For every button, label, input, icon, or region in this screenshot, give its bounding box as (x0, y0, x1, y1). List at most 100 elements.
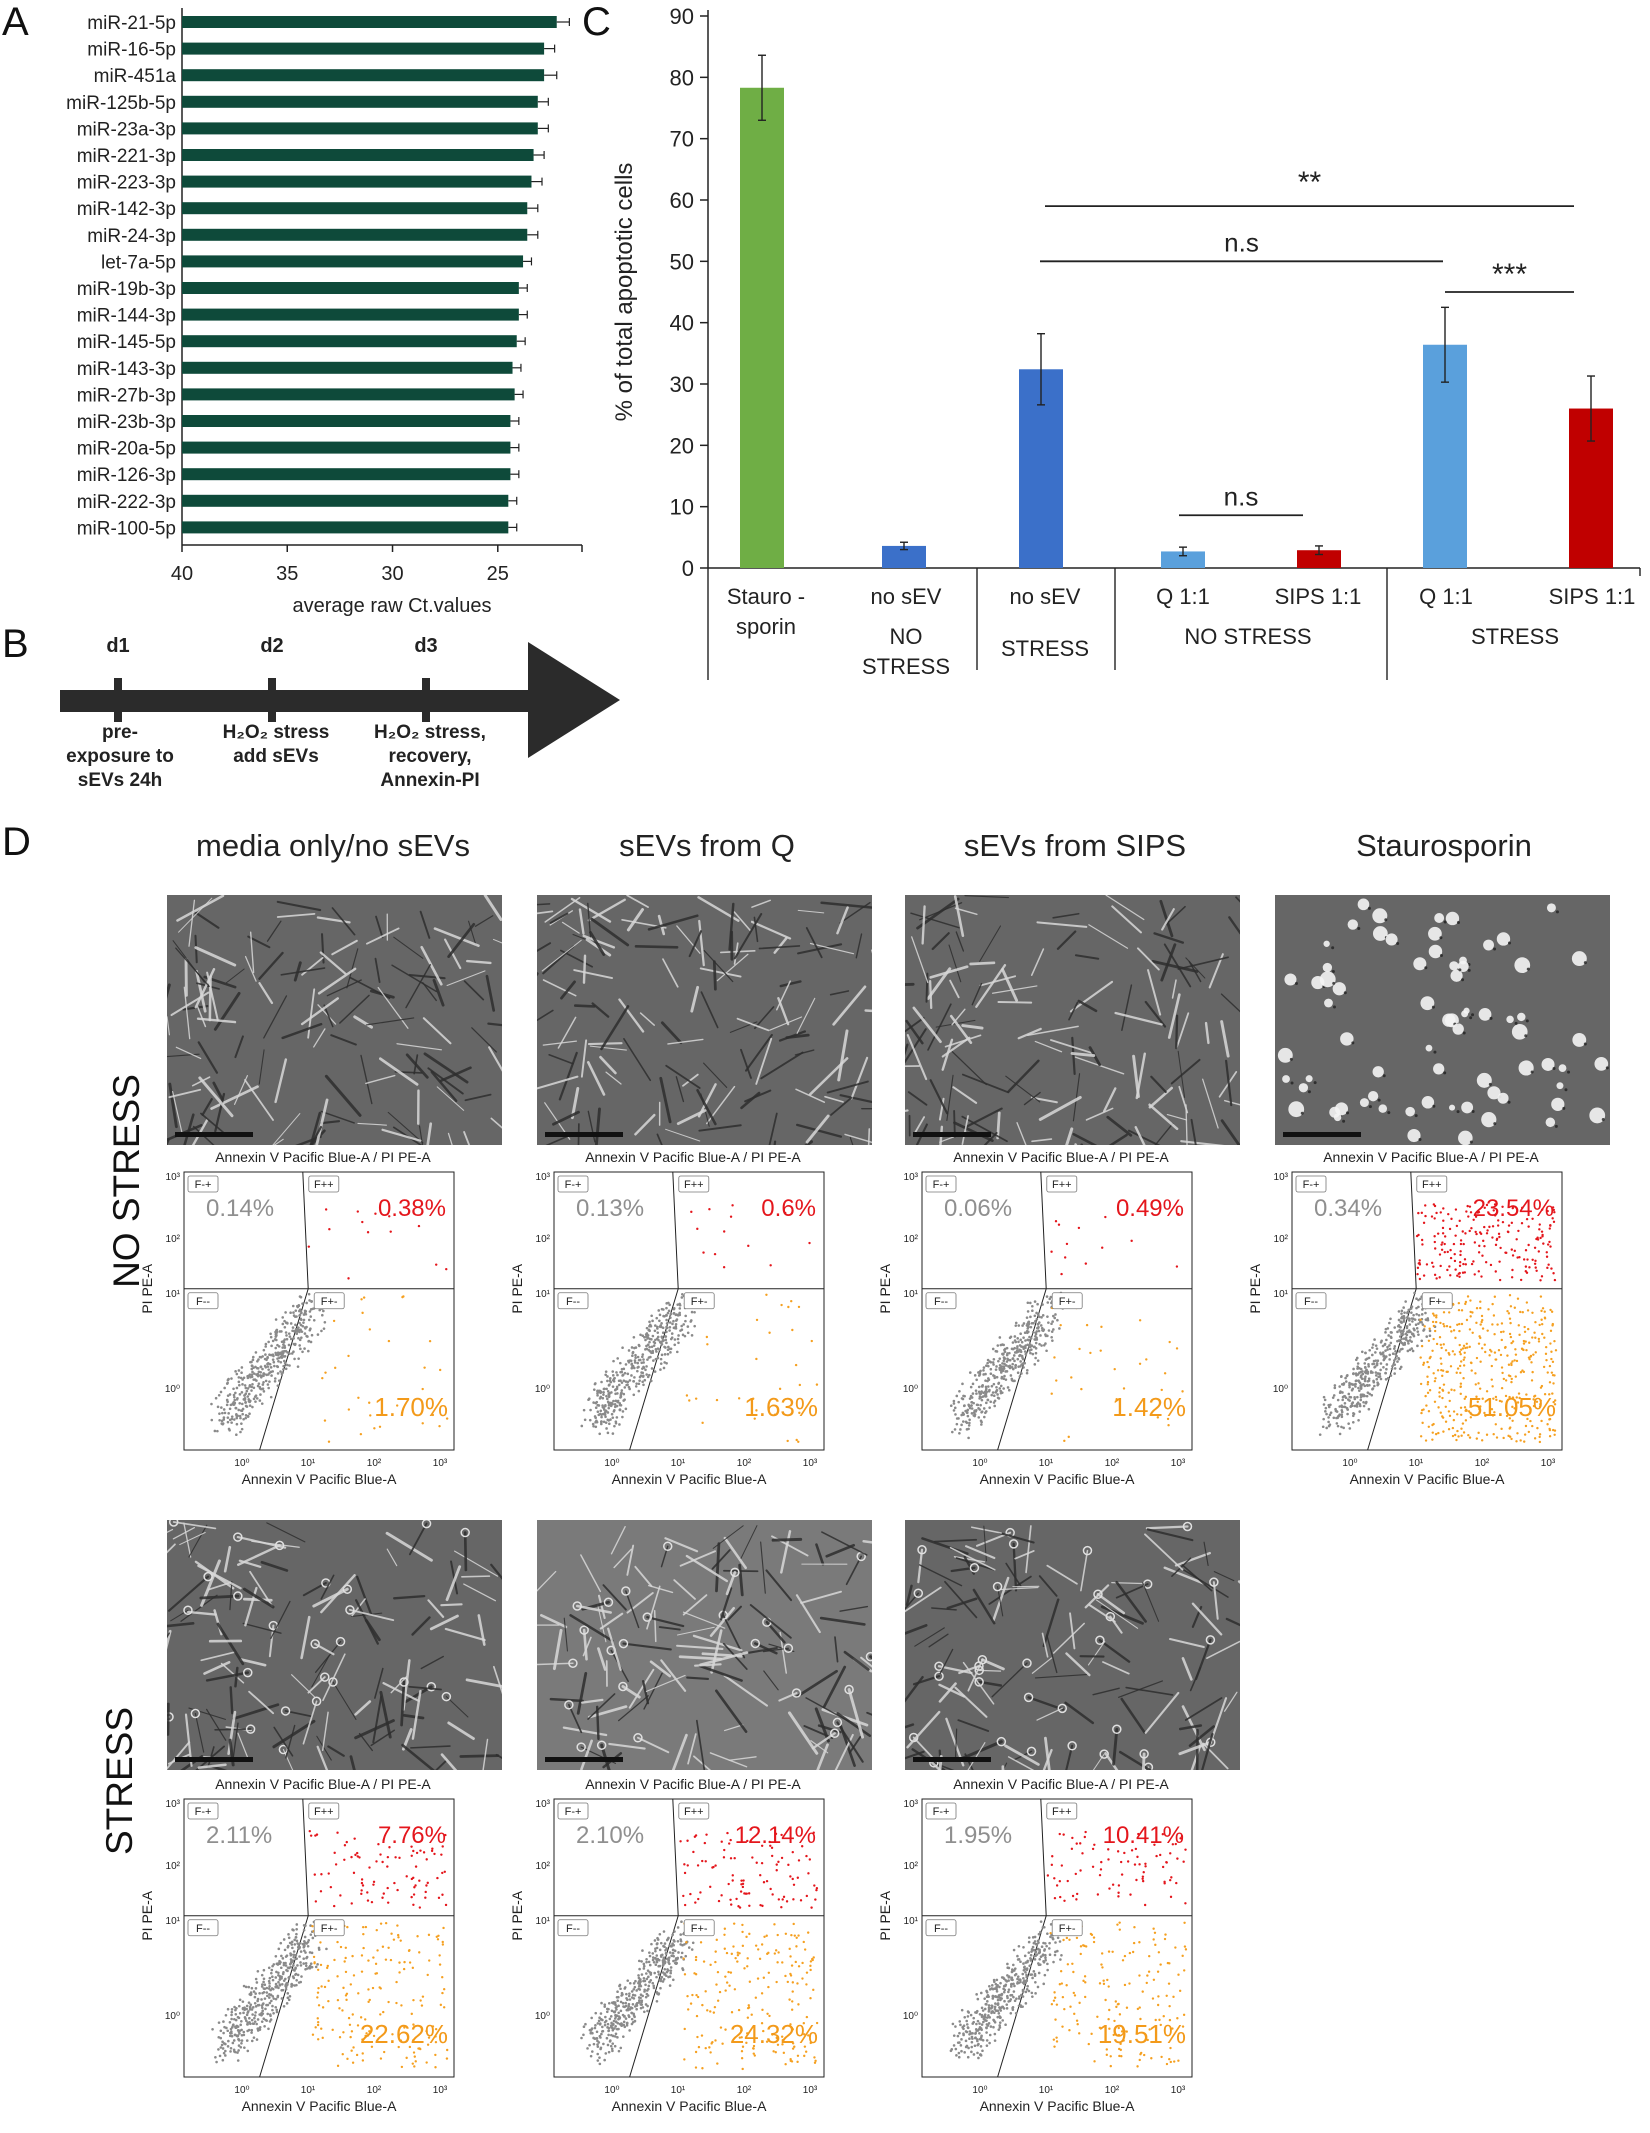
flow-point-live (655, 1954, 659, 1957)
flow-point-live (1420, 1321, 1423, 1324)
flow-point-live (589, 2054, 593, 2058)
flow-point-late-apoptotic (1481, 1254, 1484, 1257)
microscopy-cell (433, 927, 480, 947)
flow-point-live (221, 2040, 224, 2044)
flow-point-late-apoptotic (1474, 1215, 1478, 1218)
scale-bar (545, 1757, 623, 1762)
microscopy-cell (1171, 979, 1177, 999)
flow-point-live (252, 1990, 256, 1993)
flow-point-early-apoptotic (410, 2012, 413, 2016)
flow-point-live (1360, 1350, 1364, 1354)
flow-point-live (300, 1311, 303, 1315)
flow-point-live (244, 1386, 248, 1390)
flow-title: Annexin V Pacific Blue-A / PI PE-A (953, 1149, 1169, 1165)
flow-point-live (281, 1316, 285, 1319)
flow-point-live (268, 1362, 272, 1366)
flow-point-late-apoptotic (1470, 1262, 1474, 1266)
flow-point-early-apoptotic (1477, 1342, 1481, 1345)
flow-percent-ul: 2.11% (206, 1822, 272, 1849)
microscopy-cell (1106, 1115, 1133, 1137)
flow-point-live (584, 2022, 587, 2026)
flow-point-early-apoptotic (810, 1339, 813, 1343)
flow-quadrant-v-top (302, 1171, 309, 1289)
microscopy-cell (244, 955, 257, 982)
microscopy-cell (375, 915, 384, 939)
flow-point-late-apoptotic (422, 1851, 426, 1854)
microscopy-cell (753, 916, 759, 943)
flow-point-early-apoptotic (387, 2000, 390, 2004)
flow-point-late-apoptotic (1477, 1270, 1480, 1273)
flow-point-live (1348, 1395, 1352, 1399)
microscopy-cell (580, 1039, 588, 1078)
flow-point-early-apoptotic (364, 1925, 368, 1929)
flow-point-live (592, 1401, 595, 1404)
microscopy-cell (921, 905, 926, 945)
flow-point-early-apoptotic (1471, 1331, 1474, 1334)
microscopy-cell (1030, 948, 1045, 976)
microscopy-cell (487, 1022, 502, 1027)
microscopy-cell (937, 1665, 973, 1675)
flow-tick-x: 10⁰ (972, 1458, 987, 1469)
microscopy-cell (787, 1711, 819, 1755)
microscopy-cell (728, 902, 735, 951)
flow-point-early-apoptotic (372, 2034, 376, 2038)
flow-point-early-apoptotic (352, 1974, 356, 1977)
flow-point-live (237, 1369, 241, 1372)
flow-point-live (969, 1394, 973, 1398)
flow-point-early-apoptotic (1444, 1405, 1447, 1408)
microscopy-cell (1027, 1696, 1065, 1711)
flow-point-live (977, 1371, 980, 1374)
flow-point-live (240, 2033, 244, 2037)
flow-point-live (647, 1975, 650, 1979)
flow-point-live (632, 1982, 636, 1985)
microscopy-debris (1431, 1005, 1435, 1009)
flow-point-live (282, 1961, 286, 1965)
microscopy-cell (733, 911, 751, 932)
flow-point-live (281, 1322, 285, 1326)
flow-point-live (262, 1987, 266, 1990)
microscopy-cell (563, 1617, 568, 1652)
microscopy-cell (1202, 1078, 1219, 1129)
flow-point-live (626, 1380, 630, 1384)
flow-point-early-apoptotic (1527, 1356, 1531, 1359)
flow-point-late-apoptotic (388, 1846, 391, 1849)
flow-point-live (309, 1924, 312, 1927)
microscopy-cell (621, 1685, 641, 1699)
flow-point-live (1400, 1321, 1403, 1324)
flow-point-early-apoptotic (442, 1926, 445, 1930)
microscopy-cell (905, 1592, 920, 1610)
flow-point-late-apoptotic (784, 1211, 787, 1215)
flow-point-early-apoptotic (435, 1935, 438, 1938)
flow-point-live (611, 1385, 615, 1388)
microscopy-debris (1439, 954, 1443, 958)
flow-point-live (631, 1350, 635, 1354)
flow-point-late-apoptotic (324, 1208, 328, 1211)
microscopy-cell (776, 980, 791, 1011)
bar-a (182, 255, 524, 268)
microscopy-cell (582, 934, 616, 949)
flow-point-live (992, 1382, 996, 1386)
flow-quadrant-tag-box (308, 1175, 340, 1193)
flow-point-early-apoptotic (1516, 1297, 1520, 1300)
microscopy-cell (1445, 911, 1460, 926)
microscopy-cell (1497, 1092, 1509, 1104)
flow-point-early-apoptotic (797, 1440, 800, 1444)
flow-point-early-apoptotic (694, 1955, 698, 1959)
microscopy-image (1275, 895, 1610, 1145)
flow-point-live (617, 1995, 620, 1999)
flow-point-early-apoptotic (1448, 1399, 1451, 1403)
flow-point-live (1352, 1372, 1355, 1376)
flow-point-live (989, 1400, 993, 1404)
flow-point-live (642, 1976, 646, 1980)
panel-letter-c: C (582, 0, 611, 44)
flow-point-live (1382, 1358, 1386, 1362)
flow-point-live (651, 1958, 655, 1962)
microscopy-rounded-cell (426, 1681, 437, 1692)
flow-point-live (620, 1367, 624, 1371)
flow-point-live (304, 1951, 307, 1954)
flow-point-live (657, 1992, 661, 1995)
flow-point-live (1390, 1331, 1393, 1334)
flow-point-live (961, 1420, 965, 1423)
flow-point-late-apoptotic (370, 1900, 374, 1904)
microscopy-cell (1556, 1082, 1564, 1090)
